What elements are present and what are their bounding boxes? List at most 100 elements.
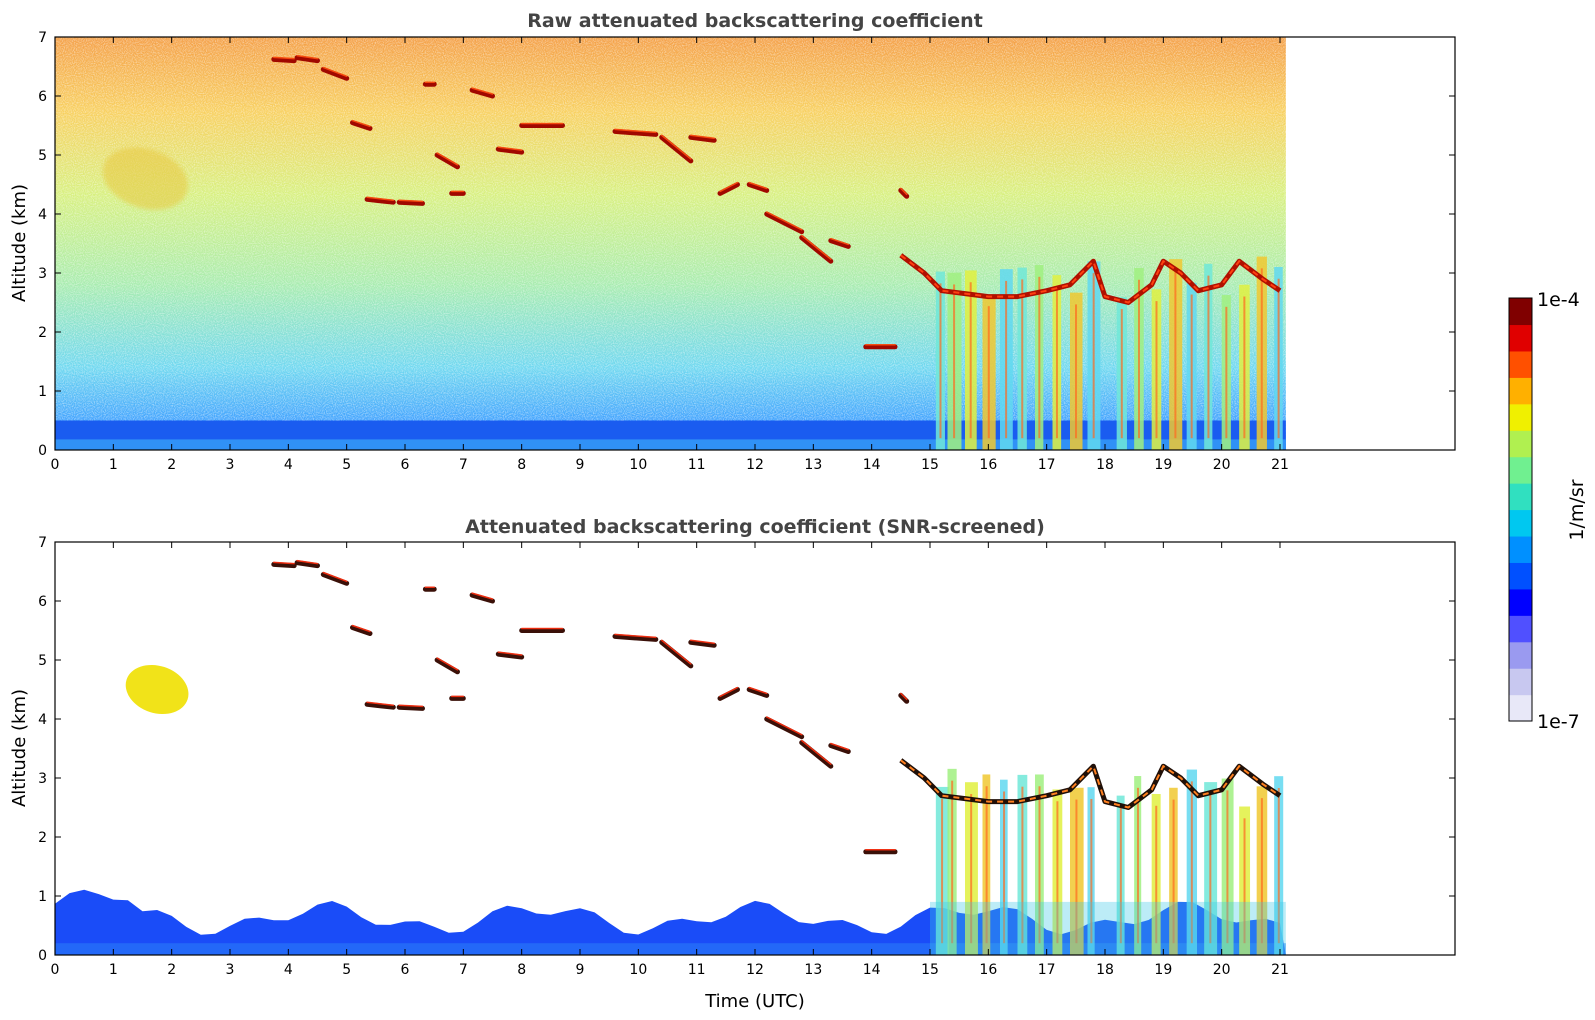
cirrus-segment-edge: [690, 134, 715, 140]
cirrus-segment: [320, 572, 350, 586]
cirrus-segment-edge: [351, 119, 371, 128]
cirrus-segment-edge: [296, 54, 319, 60]
colorbar-step: [1509, 483, 1532, 511]
y-tick-label: 5: [38, 148, 47, 164]
cirrus-segment-edge: [273, 56, 295, 60]
cirrus-segment: [898, 692, 910, 704]
cirrus-segment: [717, 182, 740, 196]
y-tick-label: 3: [38, 771, 47, 787]
cirrus-segment-edge: [366, 196, 395, 201]
precipitation-streak-core: [1038, 786, 1041, 944]
cirrus-segment-edge: [690, 639, 715, 645]
x-tick-label: 14: [863, 962, 881, 978]
precipitation-streak-core: [985, 786, 988, 944]
panel-raw-y-label: Altitude (km): [9, 184, 30, 302]
y-tick-label: 4: [38, 207, 47, 223]
precipitation-streak-core: [1003, 791, 1006, 944]
colorbar-frame: [1508, 297, 1533, 722]
colorbar-step: [1509, 535, 1532, 563]
y-tick-label: 1: [38, 384, 47, 400]
cirrus-segment: [659, 639, 694, 669]
x-tick-label: 13: [804, 962, 822, 978]
low-cloud-edge: [900, 759, 1281, 809]
colorbar-step: [1509, 694, 1532, 722]
cirrus-segment-edge: [748, 181, 768, 190]
precipitation-streak-core: [1021, 279, 1024, 439]
cirrus-segment: [746, 182, 770, 193]
cirrus-segment: [469, 87, 495, 99]
aerosol-plume: [102, 147, 189, 210]
colorbar-step: [1509, 377, 1532, 405]
x-tick-label: 1: [109, 962, 118, 978]
cirrus-segment: [746, 687, 770, 698]
cirrus-segment: [659, 134, 694, 164]
x-tick-label: 7: [459, 962, 468, 978]
cirrus-segment: [396, 704, 425, 711]
x-tick-label: 1: [109, 457, 118, 473]
precipitation-streak-core: [941, 798, 944, 944]
cirrus-segment: [294, 55, 320, 64]
cirrus-segment: [717, 687, 740, 701]
precipitation-streak-core: [1207, 275, 1210, 439]
precipitation-streak-core: [1155, 805, 1158, 944]
screened-lower-fill: [930, 901, 1286, 955]
x-tick-label: 5: [342, 457, 351, 473]
cirrus-segment-edge: [436, 657, 459, 671]
x-tick-label: 12: [746, 962, 764, 978]
precipitation-streak-core: [1190, 781, 1193, 944]
precipitation-streak-core: [1056, 801, 1059, 944]
aerosol-plume: [125, 664, 189, 715]
x-tick-label: 8: [517, 962, 526, 978]
cirrus-segment: [364, 701, 396, 710]
precipitation-streak-core: [1190, 294, 1193, 439]
cirrus-segment-edge: [719, 686, 739, 698]
x-tick-label: 11: [688, 962, 706, 978]
cirrus-segment: [688, 639, 717, 648]
colorbar-min-label: 1e-7: [1537, 711, 1580, 733]
x-tick-label: 20: [1213, 457, 1231, 473]
surface-layer-core: [55, 439, 1286, 450]
colorbar-scale: [1509, 298, 1532, 722]
x-tick-label: 5: [342, 962, 351, 978]
cirrus-segment: [294, 560, 320, 569]
cirrus-segment-edge: [830, 237, 850, 246]
x-tick-label: 4: [284, 962, 293, 978]
x-tick-label: 16: [979, 457, 997, 473]
cirrus-segment-edge: [748, 686, 768, 695]
colorbar-step: [1509, 641, 1532, 669]
x-tick-label: 4: [284, 457, 293, 473]
colorbar-step: [1509, 430, 1532, 458]
precipitation-streak-core: [1226, 790, 1229, 944]
precipitation-streak-core: [1260, 798, 1263, 944]
panel-raw: Raw attenuated backscattering coefficien…: [9, 10, 1456, 473]
x-tick-label: 18: [1096, 962, 1114, 978]
cirrus-segment: [828, 238, 851, 249]
low-cloud-edge: [900, 254, 1281, 304]
y-tick-label: 3: [38, 266, 47, 282]
colorbar-step: [1509, 350, 1532, 378]
precipitation-streak-core: [969, 282, 972, 439]
precipitation-streak-core: [953, 284, 956, 439]
cirrus-segment: [469, 592, 495, 604]
panel-screened-title: Attenuated backscattering coefficient (S…: [465, 516, 1045, 538]
x-tick-label: 19: [1154, 457, 1172, 473]
cirrus-segment-edge: [497, 146, 523, 151]
panel-raw-y-ticks: 0 1 2 3 4 5 6 7: [38, 30, 1455, 459]
cirrus-segment-edge: [765, 716, 803, 736]
cirrus-segment: [434, 657, 460, 675]
x-tick-label: 18: [1096, 457, 1114, 473]
cirrus-segment-edge: [660, 134, 692, 160]
x-tick-label: 15: [921, 962, 939, 978]
x-tick-label: 10: [629, 457, 647, 473]
x-tick-label: 0: [51, 962, 60, 978]
boundary-layer: [55, 889, 1286, 955]
x-tick-label: 14: [863, 457, 881, 473]
cirrus-segment: [799, 235, 834, 264]
precipitation-streak-core: [951, 780, 954, 944]
cirrus-segment: [764, 716, 805, 740]
x-tick-label: 7: [459, 457, 468, 473]
cirrus-segment-edge: [366, 701, 395, 706]
cirrus-segment-edge: [273, 561, 295, 565]
x-tick-label: 6: [401, 962, 410, 978]
